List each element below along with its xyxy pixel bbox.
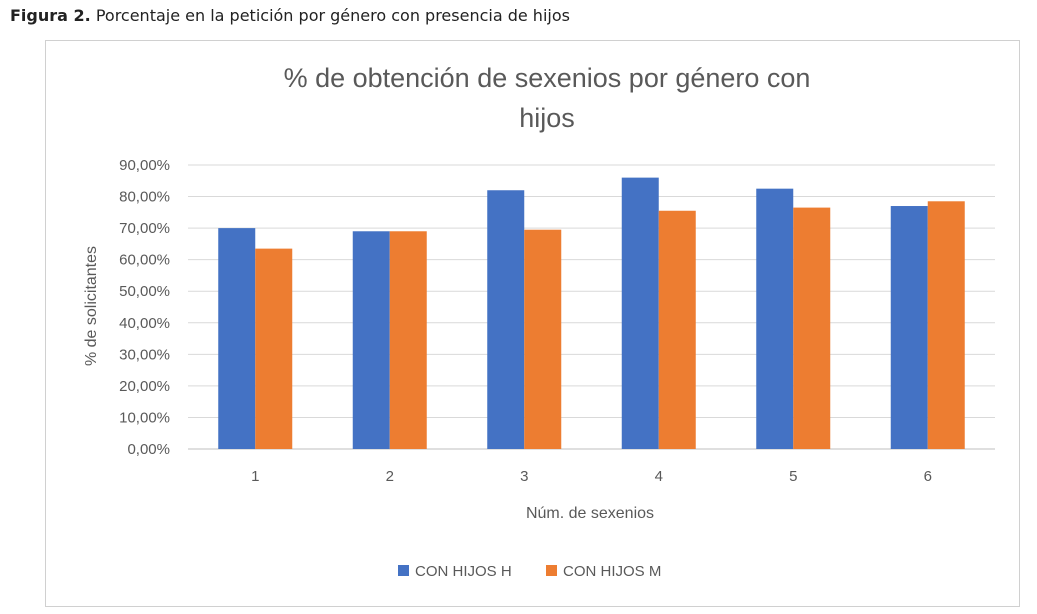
legend: CON HIJOS H CON HIJOS M — [398, 563, 661, 580]
y-tick-label: 40,00% — [119, 315, 170, 332]
y-tick-label: 60,00% — [119, 252, 170, 269]
legend-swatch-m — [546, 565, 557, 576]
figure-caption-label: Figura 2. — [10, 6, 91, 25]
bar-h-1 — [218, 228, 256, 449]
x-tick-label: 1 — [251, 468, 259, 485]
y-tick-label: 50,00% — [119, 283, 170, 300]
x-tick-label: 6 — [924, 468, 932, 485]
x-tick-label: 5 — [789, 468, 797, 485]
y-tick-label: 10,00% — [119, 409, 170, 426]
bar-h-6 — [890, 206, 928, 449]
bars — [218, 177, 965, 449]
gridlines — [188, 164, 995, 450]
bar-h-5 — [756, 188, 794, 449]
bar-m-1 — [255, 248, 293, 449]
x-axis-title: Núm. de sexenios — [526, 505, 654, 522]
y-axis-title: % de solicitantes — [83, 246, 100, 366]
legend-swatch-h — [398, 565, 409, 576]
bar-m-6 — [927, 201, 965, 449]
bar-m-5 — [793, 207, 831, 449]
y-tick-label: 80,00% — [119, 189, 170, 206]
chart-title-line-1: % de obtención de sexenios por género co… — [284, 63, 811, 93]
y-tick-label: 0,00% — [127, 441, 170, 458]
x-tick-label: 4 — [655, 468, 663, 485]
y-tick-label: 30,00% — [119, 346, 170, 363]
y-tick-label: 20,00% — [119, 378, 170, 395]
chart-title-line-2: hijos — [519, 103, 575, 133]
bar-m-3 — [524, 229, 562, 449]
bar-h-3 — [487, 190, 525, 449]
bar-h-4 — [621, 177, 659, 449]
y-tick-label: 90,00% — [119, 157, 170, 174]
y-axis-ticks: 0,00% 10,00% 20,00% 30,00% 40,00% 50,00% 60,00… — [119, 157, 170, 458]
legend-label-m: CON HIJOS M — [563, 563, 661, 580]
bar-m-4 — [658, 210, 696, 449]
y-tick-label: 70,00% — [119, 220, 170, 237]
legend-label-h: CON HIJOS H — [415, 563, 512, 580]
bar-m-2 — [389, 231, 427, 449]
figure-caption-text: Porcentaje en la petición por género con… — [90, 6, 570, 25]
x-tick-label: 2 — [386, 468, 394, 485]
x-tick-label: 3 — [520, 468, 528, 485]
figure-caption: Figura 2. Porcentaje en la petición por … — [10, 6, 570, 25]
bar-h-2 — [352, 231, 390, 449]
x-axis-ticks: 1 2 3 4 5 6 — [251, 468, 932, 485]
